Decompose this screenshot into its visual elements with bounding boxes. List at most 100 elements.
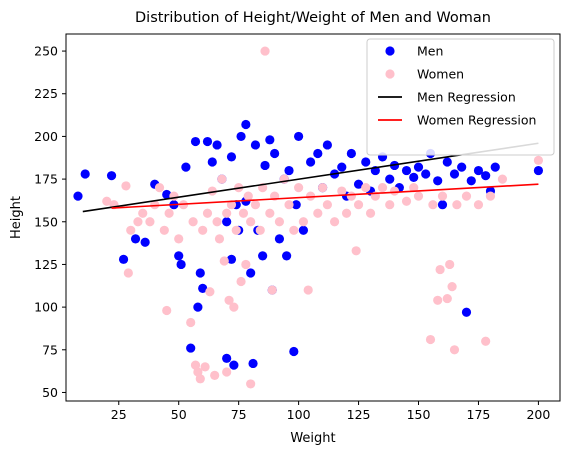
data-point (226, 200, 237, 210)
legend-label: Men Regression (417, 90, 516, 105)
data-point (298, 217, 309, 227)
data-point (224, 295, 234, 305)
data-point (250, 200, 261, 210)
data-point (248, 358, 258, 369)
data-point (154, 183, 165, 193)
data-point (260, 160, 270, 171)
data-point (365, 208, 376, 218)
y-tick-label: 225 (34, 86, 58, 101)
y-tick-label: 75 (42, 342, 58, 357)
data-point (210, 370, 220, 380)
data-point (421, 169, 431, 179)
y-tick-label: 100 (34, 300, 58, 315)
x-tick-label: 50 (171, 407, 187, 422)
data-point (449, 169, 460, 179)
data-point (313, 208, 323, 218)
data-point (121, 181, 131, 191)
data-point (389, 186, 400, 196)
data-point (294, 183, 304, 193)
data-point (186, 343, 196, 353)
data-point (466, 176, 476, 186)
x-tick-label: 125 (347, 407, 371, 422)
x-tick-label: 150 (407, 407, 431, 422)
y-axis: 50 75 100 125 150 175 200 225 250 (34, 44, 66, 400)
data-point (130, 234, 141, 244)
data-point (490, 162, 500, 172)
x-tick-label: 100 (287, 407, 311, 422)
data-point (231, 225, 241, 235)
x-tick-label: 25 (111, 407, 127, 422)
data-point (202, 208, 213, 218)
legend-box (366, 38, 555, 156)
data-point (303, 285, 313, 295)
y-tick-label: 50 (42, 385, 58, 400)
data-point (205, 287, 215, 297)
data-point (212, 140, 222, 150)
data-point (140, 237, 150, 247)
data-point (452, 200, 462, 210)
data-point (425, 334, 436, 345)
data-point (351, 246, 361, 256)
data-point (212, 217, 222, 227)
data-point (207, 186, 217, 196)
data-point (341, 208, 352, 218)
data-point (361, 183, 371, 193)
data-point (289, 225, 299, 235)
data-point (385, 174, 395, 184)
data-point (145, 217, 155, 227)
data-point (437, 191, 448, 201)
data-point (162, 305, 172, 316)
data-point (461, 307, 472, 317)
data-point (222, 367, 232, 377)
data-point (229, 302, 239, 312)
regression-line-women-regression (111, 183, 539, 209)
data-point (329, 217, 340, 227)
data-point (265, 135, 275, 145)
data-point (202, 136, 213, 147)
data-point (243, 191, 253, 201)
plot-frame (65, 33, 561, 402)
data-point (337, 162, 347, 172)
x-axis: 25 50 75 100 125 150 175 200 (111, 401, 550, 422)
x-tick-label: 175 (467, 407, 491, 422)
data-point (198, 225, 208, 235)
data-point (322, 140, 332, 150)
data-point (284, 200, 294, 210)
data-point (73, 191, 83, 201)
data-point (133, 217, 143, 227)
data-point (437, 200, 448, 210)
data-point (236, 131, 246, 142)
data-point (265, 208, 275, 218)
y-tick-label: 150 (34, 214, 58, 229)
legend-label: Women Regression (417, 113, 536, 128)
data-point (445, 259, 455, 270)
data-point (306, 191, 316, 201)
data-point (236, 276, 246, 287)
data-point (169, 191, 179, 201)
data-point (282, 251, 292, 261)
data-point (162, 189, 172, 200)
data-point (181, 162, 191, 172)
data-point (195, 374, 205, 384)
y-axis-label: Height (9, 196, 24, 239)
data-point (409, 172, 419, 182)
data-point (80, 169, 90, 179)
data-point (222, 353, 232, 363)
data-point (222, 217, 232, 227)
chart-title: Distribution of Height/Weight of Men and… (135, 10, 491, 26)
data-point (481, 336, 491, 346)
data-point (198, 283, 208, 293)
data-point (229, 360, 239, 370)
data-point (361, 157, 371, 167)
data-point (289, 346, 299, 357)
data-point (241, 119, 251, 130)
data-point (401, 196, 412, 206)
data-point (255, 225, 265, 235)
data-point (317, 183, 328, 193)
data-point (222, 208, 232, 218)
data-point (246, 268, 256, 278)
y-tick-label: 250 (34, 44, 58, 59)
data-point (533, 165, 544, 176)
data-point (353, 200, 364, 210)
data-point (250, 140, 261, 150)
